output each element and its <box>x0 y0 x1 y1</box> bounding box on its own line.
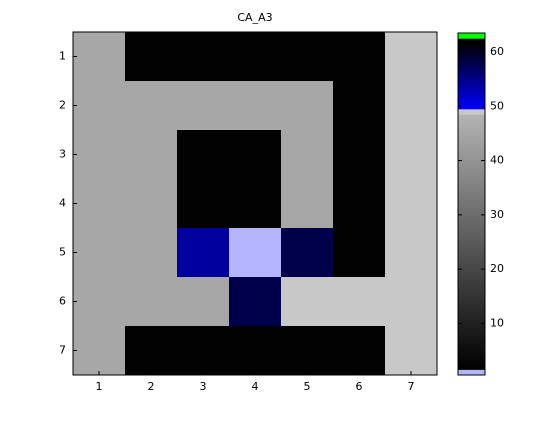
heat-cell <box>229 130 282 180</box>
heat-cell <box>385 277 438 327</box>
heat-cell <box>281 32 334 82</box>
heat-cell <box>385 32 438 82</box>
heat-cell <box>125 130 178 180</box>
y-tick-label: 2 <box>59 99 66 112</box>
heat-cell <box>177 81 230 131</box>
heat-cell <box>385 179 438 229</box>
colorbar-tick-label: 60 <box>490 45 504 58</box>
heat-cell <box>385 81 438 131</box>
y-tick-label: 3 <box>59 148 66 161</box>
heat-cell <box>385 130 438 180</box>
heat-cell <box>177 130 230 180</box>
heat-cell <box>229 32 282 82</box>
heat-cell <box>125 277 178 327</box>
x-tick-label: 6 <box>356 380 363 393</box>
heat-cell <box>177 32 230 82</box>
heat-cell <box>281 228 334 278</box>
heat-cell <box>73 179 126 229</box>
x-tick-label: 7 <box>408 380 415 393</box>
x-tick-label: 4 <box>252 380 259 393</box>
heat-cell <box>333 130 386 180</box>
heat-cell <box>281 81 334 131</box>
heat-cell <box>125 228 178 278</box>
x-tick-label: 2 <box>148 380 155 393</box>
colorbar-tick-label: 20 <box>490 262 504 275</box>
colorbar-tick-label: 40 <box>490 154 504 167</box>
heat-cell <box>333 326 386 376</box>
heat-cell <box>73 228 126 278</box>
y-tick-label: 5 <box>59 246 66 259</box>
colorbar-segment <box>458 43 485 110</box>
colorbar-tick-label: 30 <box>490 208 504 221</box>
colorbar-segment <box>458 38 485 45</box>
colorbar-tick-label: 50 <box>490 99 504 112</box>
heat-cell <box>385 228 438 278</box>
y-tick-label: 4 <box>59 197 66 210</box>
chart-title: CA_A3 <box>237 11 272 24</box>
heat-cell <box>73 81 126 131</box>
heat-cell <box>73 277 126 327</box>
heat-cell <box>333 32 386 82</box>
colorbar-segment <box>458 33 485 39</box>
colorbar-segment <box>458 369 485 376</box>
heat-cell <box>125 326 178 376</box>
heat-cell <box>125 179 178 229</box>
heat-cell <box>177 326 230 376</box>
y-tick-label: 6 <box>59 295 66 308</box>
x-tick-label: 3 <box>200 380 207 393</box>
heat-cell <box>281 130 334 180</box>
y-tick-label: 7 <box>59 344 66 357</box>
heat-cell <box>281 326 334 376</box>
heat-cell <box>333 228 386 278</box>
heat-cell <box>73 326 126 376</box>
heat-cell <box>229 228 282 278</box>
colorbar-frame <box>457 32 486 376</box>
heat-cell <box>229 277 282 327</box>
y-tick-label: 1 <box>59 50 66 63</box>
heat-cell <box>333 81 386 131</box>
heat-cell <box>73 32 126 82</box>
x-tick-label: 1 <box>96 380 103 393</box>
x-tick-label: 5 <box>304 380 311 393</box>
heat-cell <box>385 326 438 376</box>
heat-cell <box>281 277 334 327</box>
heat-cell <box>229 326 282 376</box>
heat-cell <box>73 130 126 180</box>
heat-cell <box>177 228 230 278</box>
heat-cell <box>229 179 282 229</box>
colorbar-tick-label: 10 <box>490 316 504 329</box>
heat-cell <box>333 179 386 229</box>
colorbar-segment <box>458 114 485 370</box>
heat-cell <box>333 277 386 327</box>
heat-cell <box>177 277 230 327</box>
colorbar-segment <box>458 109 485 115</box>
heat-cell <box>229 81 282 131</box>
heat-cell <box>281 179 334 229</box>
heat-cell <box>177 179 230 229</box>
heat-cell <box>125 32 178 82</box>
heat-cell <box>125 81 178 131</box>
